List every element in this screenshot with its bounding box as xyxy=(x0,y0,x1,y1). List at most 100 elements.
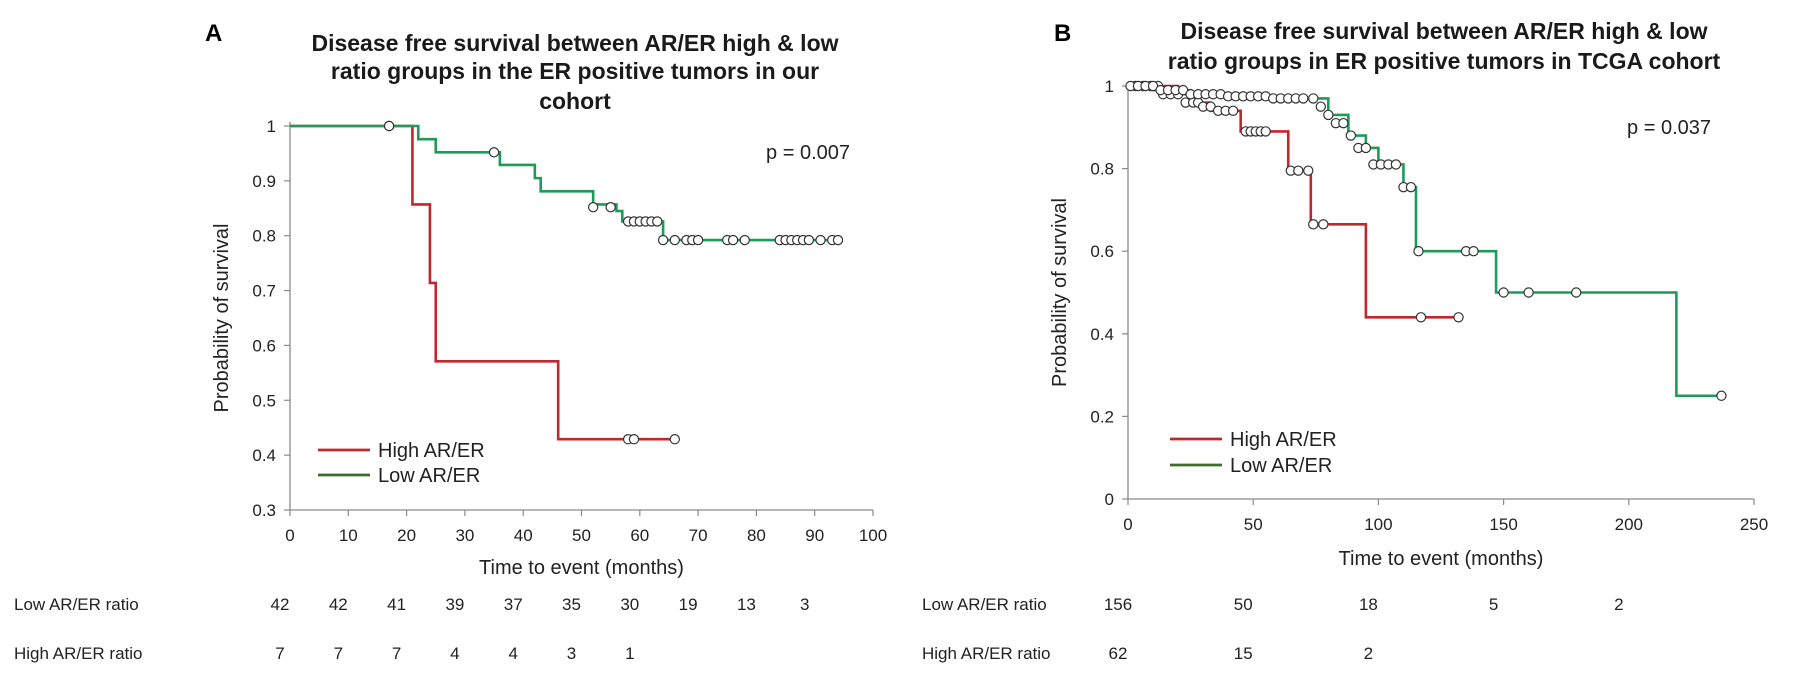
risk-table-row-label: Low AR/ER ratio xyxy=(922,595,1047,614)
y-tick-label: 0.3 xyxy=(252,501,276,520)
censor-mark-low xyxy=(1298,93,1309,104)
censor-mark-low xyxy=(1468,245,1479,257)
legend-label-low: Low AR/ER xyxy=(378,465,480,487)
censor-mark-high xyxy=(1227,105,1239,116)
x-tick-label: 0 xyxy=(285,526,294,545)
y-tick-label: 0.6 xyxy=(1090,242,1114,261)
x-axis-label: Time to event (months) xyxy=(1339,548,1544,570)
x-tick-label: 40 xyxy=(514,526,533,545)
risk-table-count: 7 xyxy=(275,644,284,663)
censor-mark-low xyxy=(669,234,680,246)
km-panel-b: B Disease free survival between AR/ER hig… xyxy=(922,18,1768,663)
censor-mark-low xyxy=(739,234,750,246)
x-tick-label: 10 xyxy=(339,526,358,545)
x-tick-label: 150 xyxy=(1489,515,1517,534)
x-tick-label: 0 xyxy=(1123,515,1132,534)
survival-curve-high xyxy=(1128,84,1459,319)
risk-table-count: 39 xyxy=(445,595,464,614)
y-axis-label: Probability of survival xyxy=(1049,198,1071,387)
risk-table-count: 13 xyxy=(737,595,756,614)
chart-title-line: ratio groups in ER positive tumors in TC… xyxy=(1168,48,1721,74)
risk-table-count: 30 xyxy=(620,595,639,614)
censor-mark-low xyxy=(1716,390,1727,401)
x-tick-label: 50 xyxy=(572,526,591,545)
risk-table-count: 5 xyxy=(1489,595,1498,614)
censor-mark-low xyxy=(1360,142,1372,154)
x-tick-label: 60 xyxy=(630,526,649,545)
censor-mark-low xyxy=(1345,130,1357,141)
censor-mark-low xyxy=(605,201,616,213)
x-tick-label: 100 xyxy=(859,526,887,545)
risk-table-count: 4 xyxy=(450,644,459,663)
risk-table-count: 7 xyxy=(392,644,401,663)
chart-title-line: cohort xyxy=(539,88,611,114)
x-tick-label: 50 xyxy=(1244,515,1263,534)
x-tick-label: 250 xyxy=(1740,515,1768,534)
risk-table-count: 37 xyxy=(504,595,523,614)
p-value-label: p = 0.007 xyxy=(766,142,850,164)
risk-table-count: 35 xyxy=(562,595,581,614)
risk-table-row-label: High AR/ER ratio xyxy=(14,644,143,663)
risk-table-count: 50 xyxy=(1234,595,1253,614)
censor-mark-low xyxy=(488,147,500,158)
y-tick-label: 0.4 xyxy=(1090,325,1114,344)
risk-table-count: 4 xyxy=(508,644,517,663)
censor-mark-high xyxy=(1318,219,1329,230)
censor-mark-low xyxy=(1338,117,1349,129)
legend-label-low: Low AR/ER xyxy=(1230,455,1332,477)
risk-table-count: 2 xyxy=(1364,644,1373,663)
censor-mark-low xyxy=(657,234,669,246)
censor-mark-low xyxy=(815,234,826,246)
x-tick-label: 30 xyxy=(455,526,474,545)
censor-mark-high xyxy=(1303,165,1314,176)
legend-label-high: High AR/ER xyxy=(1230,429,1337,451)
censor-mark-low xyxy=(1308,93,1319,104)
y-tick-label: 0.4 xyxy=(252,446,276,465)
y-tick-label: 0.8 xyxy=(1090,160,1114,179)
censor-mark-low xyxy=(1523,287,1534,298)
survival-curve-high xyxy=(290,124,675,441)
censor-mark-low xyxy=(692,234,704,246)
chart-title-line: Disease free survival between AR/ER high… xyxy=(311,30,838,56)
censor-mark-high xyxy=(669,434,680,445)
y-tick-label: 0.2 xyxy=(1090,407,1114,426)
y-tick-label: 0.8 xyxy=(252,227,276,246)
y-tick-label: 1 xyxy=(267,117,276,136)
survival-curve-low xyxy=(290,124,839,242)
censor-mark-low xyxy=(832,234,844,246)
x-tick-label: 80 xyxy=(747,526,766,545)
risk-table-count: 2 xyxy=(1614,595,1623,614)
y-tick-label: 0.7 xyxy=(252,282,276,301)
risk-table-count: 19 xyxy=(679,595,698,614)
censor-mark-low xyxy=(1390,159,1402,170)
x-tick-label: 70 xyxy=(689,526,708,545)
risk-table-count: 18 xyxy=(1359,595,1378,614)
risk-table-count: 42 xyxy=(329,595,348,614)
y-tick-label: 1 xyxy=(1105,77,1114,96)
panel-letter: A xyxy=(205,20,222,47)
censor-mark-high xyxy=(1293,165,1304,176)
panel-letter: B xyxy=(1054,20,1071,47)
censor-mark-low xyxy=(1413,245,1424,257)
risk-table-count: 3 xyxy=(567,644,576,663)
censor-mark-low xyxy=(1571,287,1582,298)
x-tick-label: 20 xyxy=(397,526,416,545)
risk-table-count: 156 xyxy=(1104,595,1132,614)
censor-mark-high xyxy=(1453,312,1464,323)
risk-table-count: 3 xyxy=(800,595,809,614)
x-tick-label: 90 xyxy=(805,526,824,545)
risk-table-row-label: Low AR/ER ratio xyxy=(14,595,139,614)
x-axis-label: Time to event (months) xyxy=(479,557,684,579)
censor-mark-high xyxy=(1260,126,1271,137)
censor-mark-low xyxy=(383,120,395,132)
y-tick-label: 0.9 xyxy=(252,172,276,191)
x-tick-label: 200 xyxy=(1615,515,1643,534)
censor-mark-low xyxy=(1323,109,1334,121)
censor-mark-low xyxy=(803,234,815,246)
risk-table-count: 7 xyxy=(334,644,343,663)
risk-table-count: 1 xyxy=(625,644,634,663)
y-tick-label: 0.6 xyxy=(252,336,276,355)
censor-mark-low xyxy=(1315,101,1327,112)
risk-table-count: 42 xyxy=(271,595,290,614)
